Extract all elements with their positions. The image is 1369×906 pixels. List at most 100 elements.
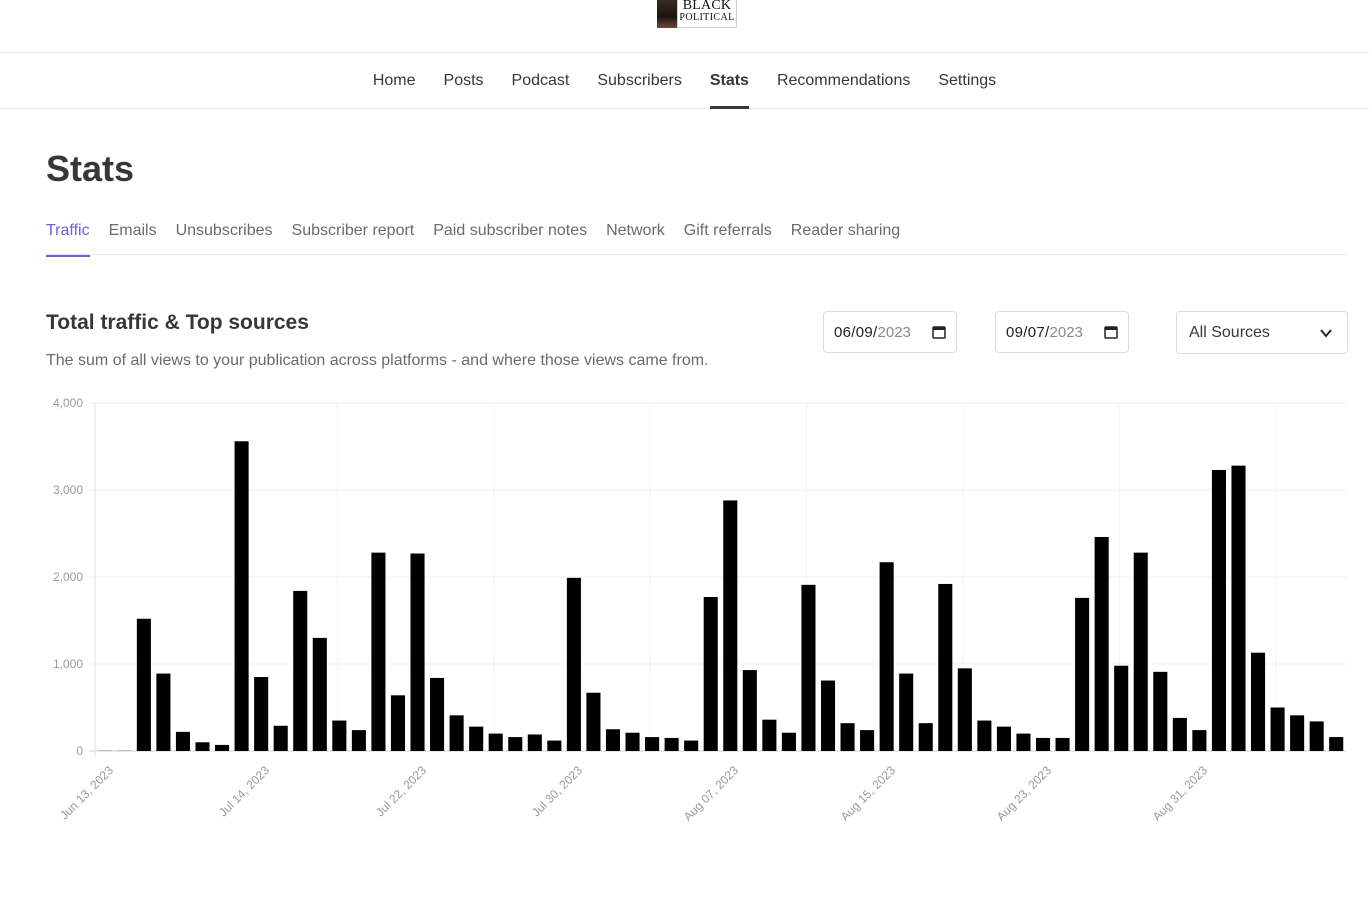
bar[interactable] [1094,536,1109,751]
tab-unsubscribes[interactable]: Unsubscribes [175,222,273,239]
logo-line-1: BLACK [682,0,732,13]
y-tick-label: 3,000 [53,483,83,497]
nav-settings[interactable]: Settings [938,71,997,89]
bar[interactable] [664,737,679,751]
bar[interactable] [938,583,953,751]
bar[interactable] [801,584,816,751]
x-tick-label: Jul 14, 2023 [216,763,272,819]
bar[interactable] [234,441,249,751]
bar[interactable] [293,590,308,751]
bar[interactable] [136,618,151,751]
tab-subscriber-report[interactable]: Subscriber report [291,222,415,239]
bar[interactable] [820,680,836,751]
bar[interactable] [254,677,269,751]
end-date-input[interactable]: 09/07/2023 [995,311,1129,353]
bar[interactable] [762,719,777,751]
bar[interactable] [860,730,875,751]
bar[interactable] [977,720,992,751]
bar[interactable] [1075,597,1090,751]
bar[interactable] [1153,671,1168,751]
bar[interactable] [410,553,425,751]
calendar-icon[interactable] [932,325,946,339]
bar[interactable] [605,729,621,751]
bar[interactable] [840,723,855,751]
bar[interactable] [1290,715,1305,751]
bar[interactable] [1309,721,1324,751]
bar[interactable] [1114,665,1129,751]
traffic-bar-chart: 0 1,000 2,000 3,000 4,000 Jun 13, 2023 Jul 14,… [53,396,1346,824]
tab-emails[interactable]: Emails [108,222,157,239]
tab-traffic[interactable]: Traffic [46,210,90,257]
bar[interactable] [566,577,581,751]
bar[interactable] [1270,707,1285,752]
bar[interactable] [430,677,445,751]
bar[interactable] [918,723,933,751]
nav-home[interactable]: Home [372,71,416,89]
bar[interactable] [371,552,386,751]
bar[interactable] [684,740,699,751]
bar[interactable] [351,730,366,751]
bar[interactable] [742,670,757,751]
x-tick-label: Jun 13, 2023 [57,763,116,822]
bar[interactable] [1211,469,1226,751]
x-tick-label: Aug 23, 2023 [994,763,1055,824]
chevron-down-icon [1320,329,1332,338]
bar[interactable] [781,732,796,751]
nav-posts[interactable]: Posts [443,71,484,89]
tab-network[interactable]: Network [606,222,665,239]
bar[interactable] [645,737,660,751]
bar[interactable] [469,726,484,751]
tab-paid-subscriber-notes[interactable]: Paid subscriber notes [433,222,588,239]
top-bar: BLACK POLITICAL [0,0,1369,53]
source-select[interactable]: All Sources [1176,311,1348,354]
end-date-month-day: 09/07/ [1006,323,1050,341]
bar[interactable] [1016,733,1031,751]
bar[interactable] [332,720,347,751]
bar[interactable] [625,732,640,751]
nav-podcast[interactable]: Podcast [511,71,570,89]
bar[interactable] [879,562,894,751]
nav-stats[interactable]: Stats [709,53,750,109]
bar[interactable] [1035,737,1051,751]
bar[interactable] [957,668,972,751]
bar[interactable] [508,737,523,751]
calendar-icon[interactable] [1104,325,1118,339]
bar[interactable] [1055,737,1070,751]
x-tick-label: Aug 15, 2023 [838,763,899,824]
bar[interactable] [1231,465,1246,751]
bar[interactable] [527,734,542,751]
main-nav: Home Posts Podcast Subscribers Stats Rec… [0,53,1369,109]
start-date-input[interactable]: 06/09/2023 [823,311,957,353]
bar[interactable] [547,740,562,751]
bar[interactable] [488,733,503,751]
tab-gift-referrals[interactable]: Gift referrals [683,222,772,239]
bar[interactable] [117,750,132,751]
nav-recommendations[interactable]: Recommendations [776,71,911,89]
bar[interactable] [312,637,327,751]
bar[interactable] [996,726,1011,751]
bar[interactable] [1329,737,1344,751]
bar[interactable] [97,750,112,751]
bar[interactable] [899,673,914,751]
tab-reader-sharing[interactable]: Reader sharing [790,222,901,239]
x-tick-label: Aug 31, 2023 [1150,763,1211,824]
bar[interactable] [586,692,601,751]
bar[interactable] [195,742,210,751]
bar[interactable] [156,673,171,751]
bar[interactable] [215,744,230,751]
bar[interactable] [1192,730,1207,751]
nav-subscribers[interactable]: Subscribers [597,71,682,89]
bar[interactable] [1133,552,1148,751]
bar[interactable] [175,731,190,751]
bar[interactable] [1172,717,1187,751]
source-select-value: All Sources [1189,323,1270,341]
bar[interactable] [390,695,406,751]
y-tick-label: 1,000 [53,657,83,671]
start-date-year: 2023 [877,323,911,341]
bar[interactable] [723,500,738,751]
publication-logo[interactable]: BLACK POLITICAL [657,0,737,28]
bar[interactable] [273,725,288,751]
bar[interactable] [703,597,718,751]
bar[interactable] [1251,652,1266,751]
bar[interactable] [449,715,464,751]
